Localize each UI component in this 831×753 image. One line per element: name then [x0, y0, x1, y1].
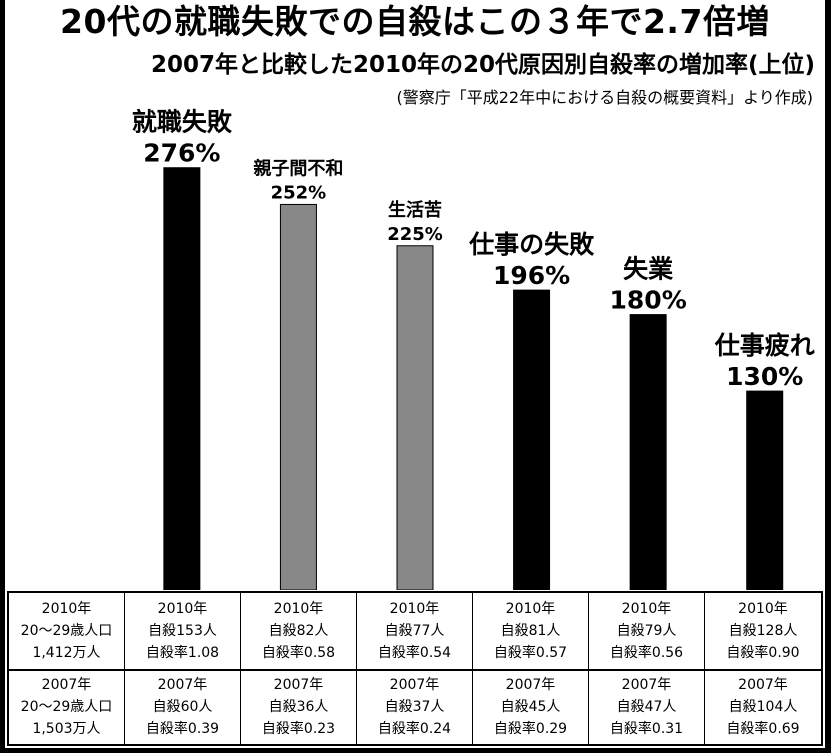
table-cell: 2010年自殺153人 自殺率1.08: [125, 593, 241, 669]
bar-category-label: 仕事の失敗: [468, 230, 595, 259]
table-cell-line: 2007年: [157, 677, 208, 694]
table-cell-line: 自殺36人: [268, 699, 329, 716]
bar-category-label: 生活苦: [388, 199, 442, 221]
bar-value-label: 225%: [387, 224, 443, 245]
chart-subtitle: 2007年と比較した2010年の20代原因別自殺率の増加率(上位): [150, 52, 815, 78]
table-cell-line: 2007年: [273, 677, 324, 694]
table-cell-line: 2010年: [389, 600, 440, 617]
table-cell-line: 1,412万人: [32, 644, 101, 661]
table-cell-line: 自殺77人: [384, 622, 445, 639]
table-cell-line: 自殺率0.29: [493, 721, 568, 738]
bar-value-label: 276%: [143, 139, 220, 168]
table-cell-line: 自殺104人: [728, 699, 798, 716]
table-cell-line: 20～29歳人口: [20, 622, 113, 639]
bar-3: [396, 245, 434, 590]
table-cell-line: 2010年: [738, 600, 788, 617]
bar-category-label: 仕事疲れ: [714, 331, 815, 360]
chart-frame: 20代の就職失敗での自殺はこの３年で2.7倍増 2007年と比較した2010年の…: [5, 0, 825, 748]
table-cell-line: 自殺率0.31: [609, 721, 684, 738]
bar-category-label: 親子間不和: [253, 157, 343, 179]
table-cell-line: 20～29歳人口: [20, 699, 113, 716]
table-cell-line: 2007年: [738, 677, 788, 694]
bar-5: [629, 314, 667, 590]
bar-6: [746, 390, 784, 590]
bar-chart: 276%就職失敗 252% 親子間不和 225% 生活苦 196%仕事の失敗 180%失業 1…: [132, 108, 815, 590]
table-cell: 2007年自殺104人 自殺率0.69: [705, 668, 821, 745]
table-cell: 2007年自殺37人自殺率0.24: [357, 668, 473, 744]
table-cell-line: 自殺率0.90: [726, 644, 800, 661]
bar-2: [279, 203, 317, 590]
table-cell-line: 自殺率0.69: [726, 721, 800, 738]
table-cell-line: 2010年: [41, 600, 92, 617]
table-cell-line: 2010年: [157, 600, 208, 617]
table-cell-line: 自殺60人: [152, 699, 213, 716]
bar-value-label: 180%: [610, 286, 687, 315]
table-cell-line: 自殺81人: [500, 622, 561, 639]
table-cell-line: 2010年: [273, 600, 324, 617]
table-cell-line: 2007年: [41, 677, 92, 694]
table-cell-line: 自殺45人: [500, 699, 561, 716]
table-cell-line: 自殺率1.08: [145, 644, 220, 661]
table-cell-line: 2007年: [389, 677, 440, 694]
table-cell-line: 自殺79人: [616, 622, 677, 639]
bar-value-label: 252%: [271, 182, 327, 203]
table-cell-line: 自殺37人: [384, 699, 445, 716]
bar-category-label: 失業: [623, 255, 673, 284]
table-cell: 2010年自殺77人自殺率0.54: [357, 593, 473, 669]
table-cell-line: 自殺率0.23: [261, 721, 336, 738]
table-cell-line: 自殺153人: [148, 622, 217, 639]
table-cell-line: 2010年: [505, 600, 556, 617]
table-cell-line: 自殺128人: [728, 622, 798, 639]
table-cell: 2007年自殺60人自殺率0.39: [125, 668, 241, 744]
table-cell-line: 1,503万人: [32, 721, 101, 738]
table-cell: 2010年自殺81人自殺率0.57: [473, 593, 589, 669]
table-cell-line: 自殺47人: [616, 699, 677, 716]
table-cell-line: 2010年: [621, 600, 672, 617]
table-cell: 2010年自殺82人自殺率0.58: [241, 593, 357, 669]
table-cell-line: 自殺率0.24: [377, 721, 452, 738]
table-cell: 2007年自殺45人自殺率0.29: [473, 668, 589, 744]
table-cell-line: 自殺率0.54: [377, 644, 452, 661]
table-cell-line: 2007年: [621, 677, 672, 694]
bar-4: [513, 289, 551, 590]
table-cell-line: 自殺率0.57: [493, 644, 568, 661]
table-cell-line: 自殺率0.58: [261, 644, 336, 661]
table-cell: 2010年 20～29歳人口 1,412万人: [9, 593, 125, 669]
data-table: 2010年 20～29歳人口 1,412万人 2010年 自殺153人 自殺率1.08 20…: [7, 591, 823, 746]
table-cell: 2010年自殺79人自殺率0.56: [589, 593, 705, 669]
chart-source-note: (警察庁「平成22年中における自殺の概要資料」より作成): [396, 88, 813, 107]
bar-1: [163, 167, 201, 590]
table-cell-line: 自殺率0.39: [145, 721, 220, 738]
bar-value-label: 196%: [493, 261, 570, 290]
table-cell-line: 自殺率0.56: [609, 644, 684, 661]
table-cell: 2007年自殺36人自殺率0.23: [241, 668, 357, 744]
table-cell: 2010年自殺128人 自殺率0.90: [705, 593, 821, 669]
bar-category-label: 就職失敗: [132, 108, 233, 137]
chart-title: 20代の就職失敗での自殺はこの３年で2.7倍増: [60, 2, 770, 41]
table-cell: 2007年自殺47人自殺率0.31: [589, 668, 705, 744]
table-cell-line: 2007年: [505, 677, 556, 694]
bar-value-label: 130%: [726, 362, 803, 391]
table-cell: 2007年 20～29歳人口 1,503万人: [9, 668, 125, 744]
table-cell-line: 自殺82人: [268, 622, 329, 639]
